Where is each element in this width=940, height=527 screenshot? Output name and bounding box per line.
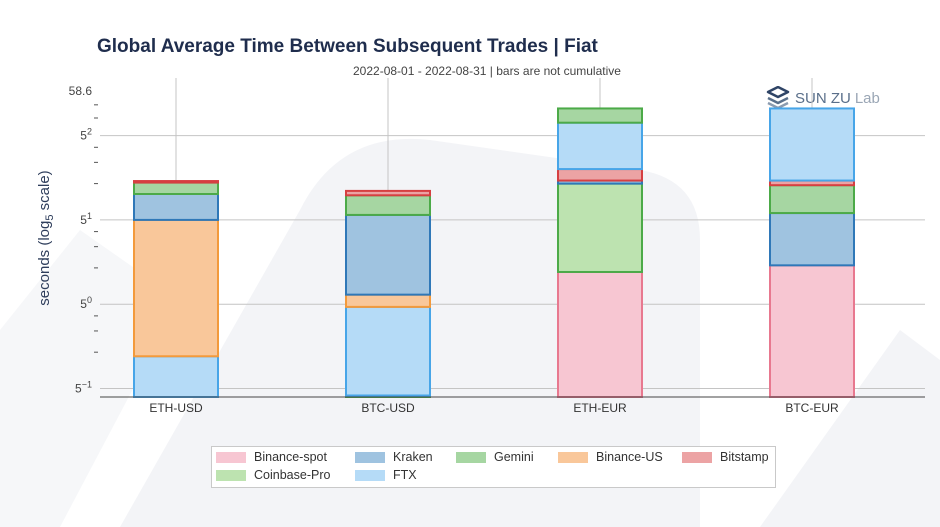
bar-segment-gemini <box>557 107 643 124</box>
bar-segment-kraken <box>769 212 855 267</box>
bar-segment-ftx <box>769 107 855 182</box>
legend-label: Binance-US <box>596 450 663 464</box>
y-tick-label: 58.6 <box>69 84 93 98</box>
legend-label: FTX <box>393 468 417 482</box>
bar-segment-binance-spot <box>769 264 855 398</box>
y-axis-label-start: seconds (log <box>36 220 53 306</box>
bar-segment-bitstamp <box>345 189 431 197</box>
bar-segment-binance-us <box>345 293 431 308</box>
legend-swatch <box>355 451 385 463</box>
legend-swatch <box>216 451 246 463</box>
y-tick-label: 5−1 <box>75 379 92 395</box>
legend-label: Binance-spot <box>254 450 327 464</box>
legend-item-coinbase-pro[interactable]: Coinbase-Pro <box>216 468 330 482</box>
legend-item-bitstamp[interactable]: Bitstamp <box>682 450 769 464</box>
y-tick-base: 5 <box>75 381 82 395</box>
legend-swatch <box>682 451 712 463</box>
y-tick-label: 52 <box>80 127 92 143</box>
legend-label: Kraken <box>393 450 433 464</box>
chart-subtitle: 2022-08-01 - 2022-08-31 | bars are not c… <box>353 64 621 78</box>
y-tick-label: 50 <box>80 295 92 311</box>
bar-segment-ftx <box>133 355 219 399</box>
logo-name: SUN ZU <box>795 89 851 107</box>
y-axis-label-end: scale) <box>36 170 53 215</box>
bar-segment-kraken <box>133 192 219 221</box>
legend-item-binance-us[interactable]: Binance-US <box>558 450 663 464</box>
bar-segment-binance-spot <box>557 270 643 399</box>
bar-segment-gemini <box>133 181 219 195</box>
chart-legend: Binance-spot Kraken Gemini Binance-US Bitsta… <box>211 446 776 488</box>
bar-segment-binance-us <box>133 218 219 358</box>
legend-label: Coinbase-Pro <box>254 468 331 482</box>
bar-segment-gemini <box>345 194 431 216</box>
y-tick-exponent: 1 <box>87 211 92 221</box>
bar-segment-bitstamp <box>133 180 219 184</box>
legend-label: Gemini <box>494 450 534 464</box>
y-axis-label: seconds (log5 scale) <box>36 170 56 305</box>
legend-swatch <box>456 451 486 463</box>
bar-segment-bitstamp <box>557 168 643 182</box>
logo-text: SUN ZU Lab <box>795 90 880 107</box>
x-tick-label: BTC-USD <box>361 401 415 415</box>
y-tick-base: 5 <box>80 213 87 227</box>
legend-swatch <box>558 451 588 463</box>
y-axis-label-base: 5 <box>44 214 56 221</box>
legend-swatch <box>355 469 385 481</box>
legend-swatch <box>216 469 246 481</box>
chart-title: Global Average Time Between Subsequent T… <box>97 36 598 57</box>
x-tick-label: ETH-EUR <box>573 401 627 415</box>
bar-segment-gemini <box>769 184 855 215</box>
logo-suffix: Lab <box>854 89 880 107</box>
bar-segment-ftx <box>557 121 643 171</box>
y-tick-base: 58.6 <box>69 84 93 98</box>
company-logo: SUN ZU Lab <box>765 86 880 110</box>
y-tick-label: 51 <box>80 211 92 227</box>
bar-segment-ftx <box>345 305 431 397</box>
x-tick-label: ETH-USD <box>149 401 203 415</box>
bar-segment-coinbase-pro <box>557 182 643 273</box>
x-tick-label: BTC-EUR <box>785 401 839 415</box>
y-tick-exponent: 2 <box>87 127 92 137</box>
y-tick-exponent: −1 <box>82 379 92 389</box>
legend-item-kraken[interactable]: Kraken <box>355 450 433 464</box>
legend-label: Bitstamp <box>720 450 769 464</box>
legend-item-ftx[interactable]: FTX <box>355 468 417 482</box>
y-tick-base: 5 <box>80 297 87 311</box>
legend-item-gemini[interactable]: Gemini <box>456 450 534 464</box>
y-tick-base: 5 <box>80 129 87 143</box>
legend-item-binance-spot[interactable]: Binance-spot <box>216 450 327 464</box>
bar-segment-kraken <box>345 213 431 296</box>
y-tick-exponent: 0 <box>87 295 92 305</box>
